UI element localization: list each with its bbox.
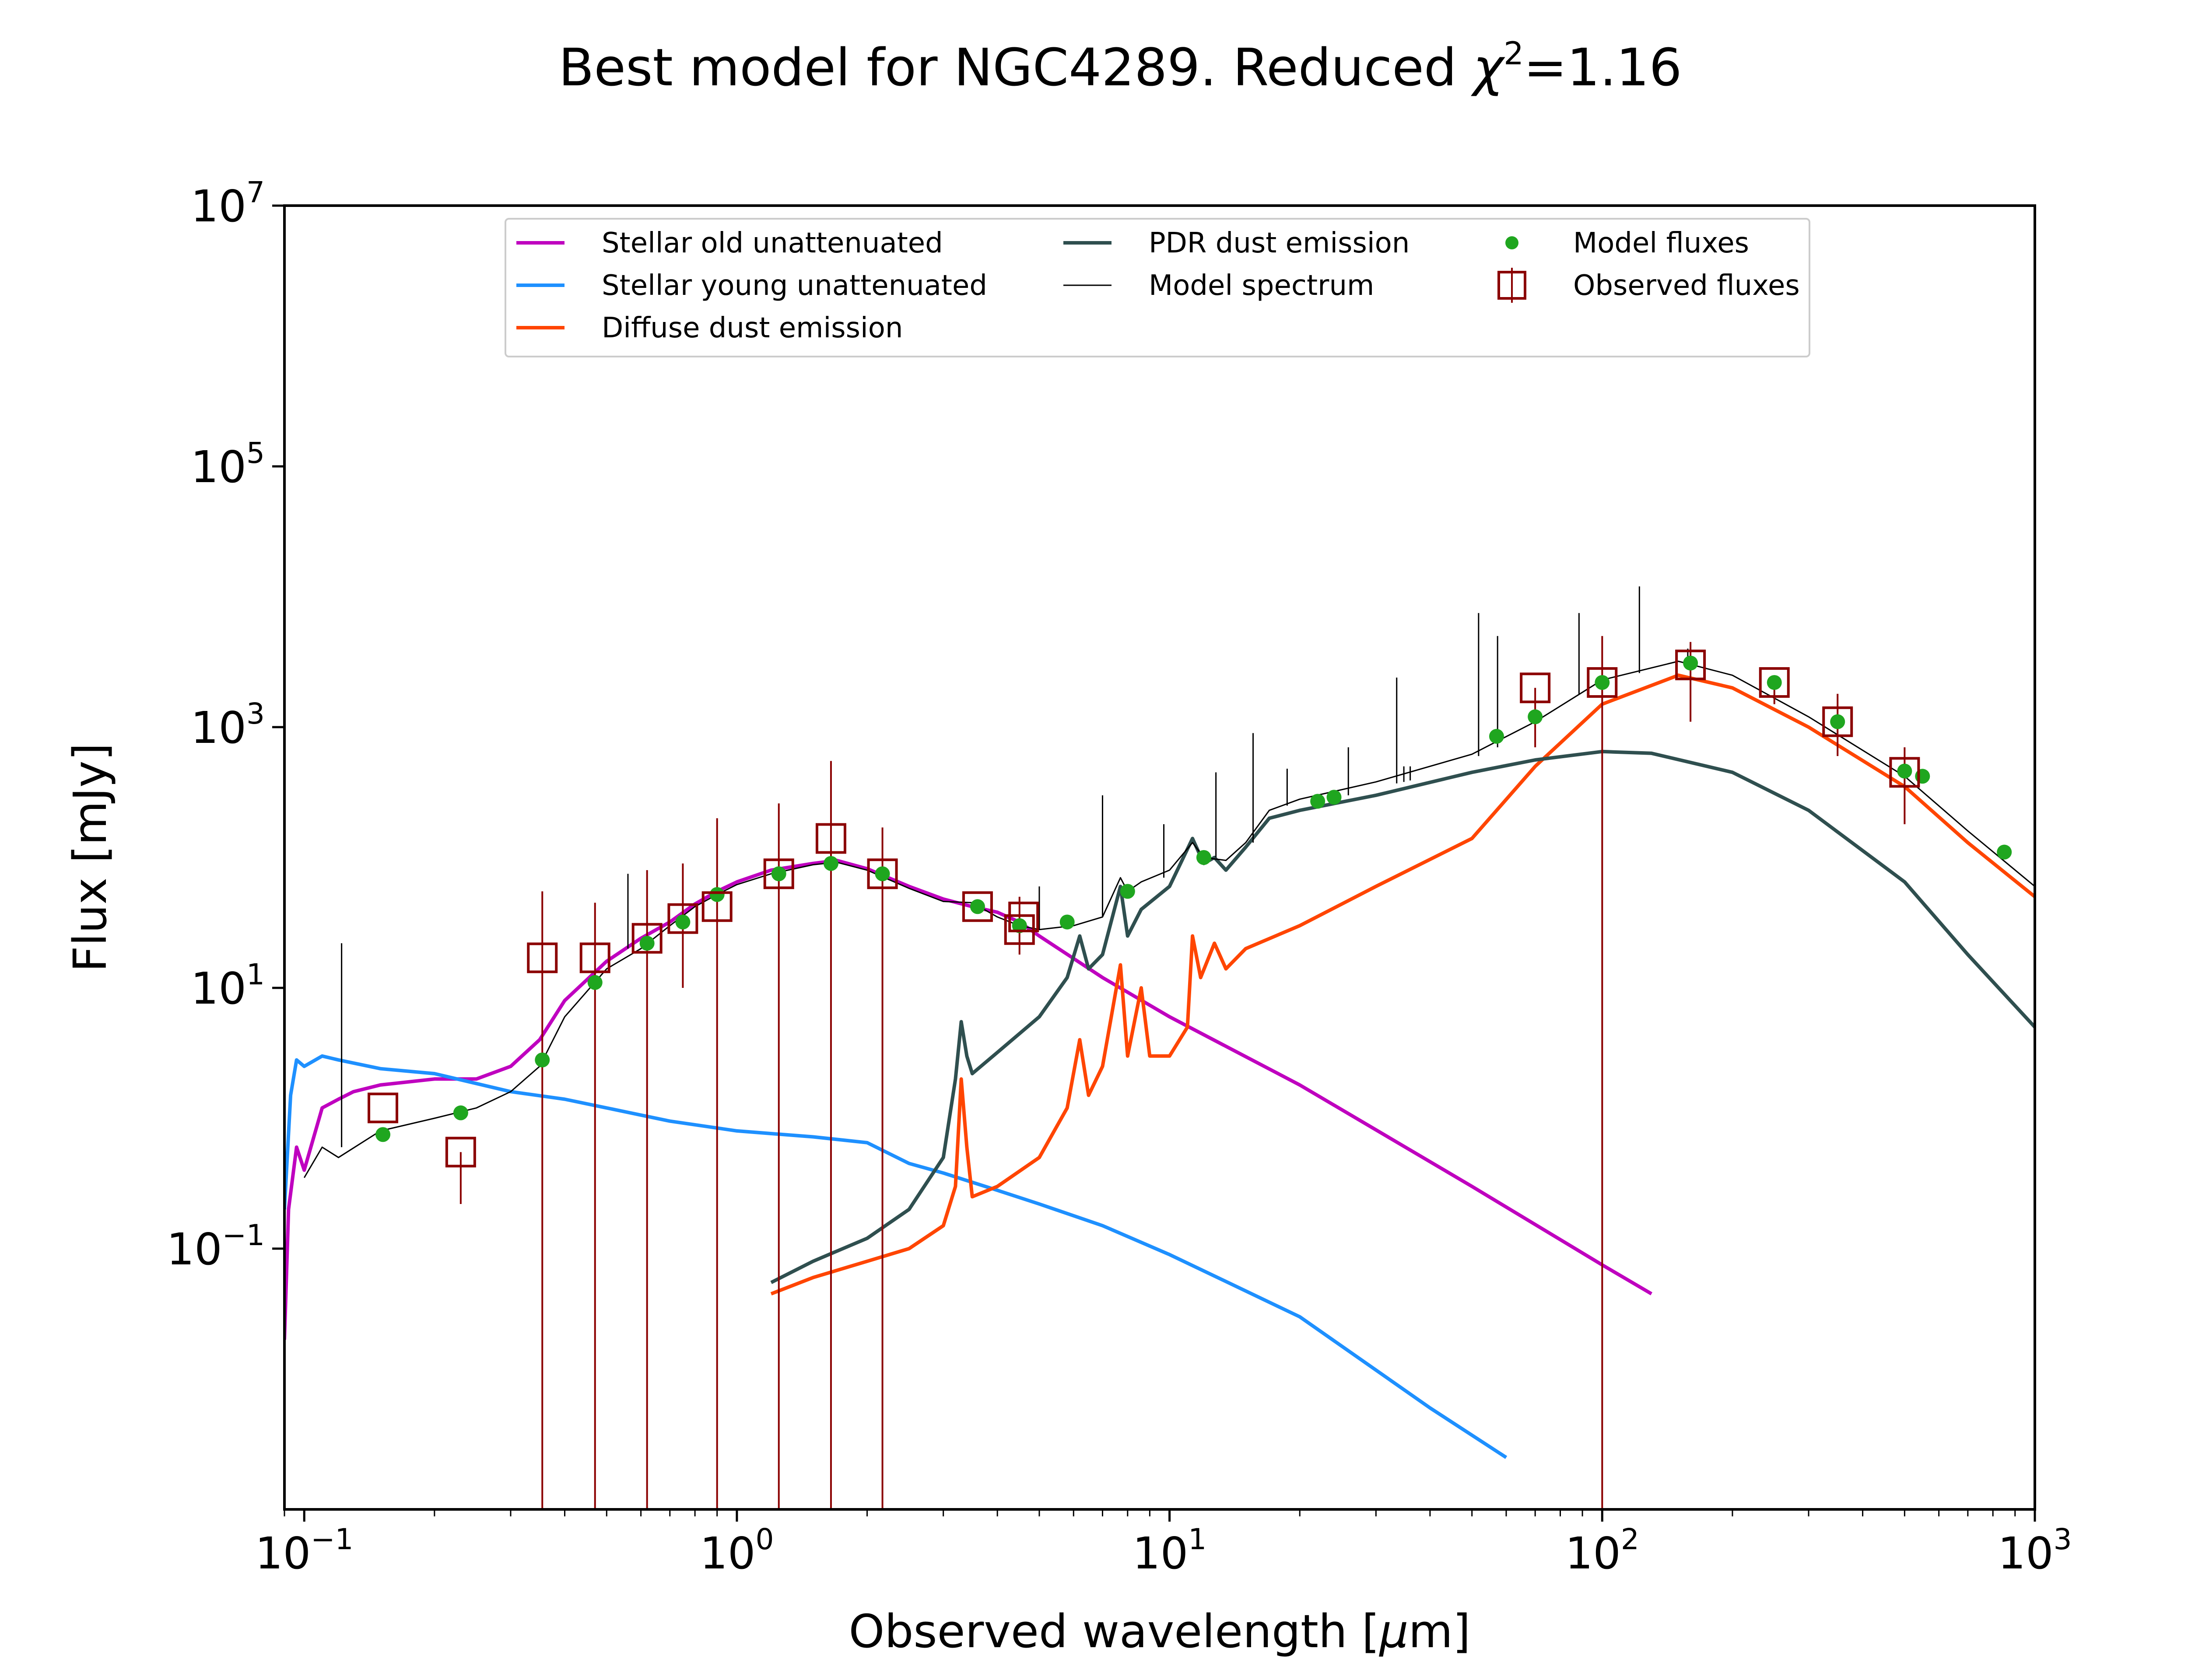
observed-flux-marker-6 [701,891,733,922]
y-tick-label: 101 [191,958,265,1014]
observed-flux-marker-14 [1587,667,1618,698]
x-axis-label: Observed wavelength [μm] [849,1605,1471,1658]
model-flux-point-17 [1489,729,1504,744]
x-tick-label: 100 [700,1522,774,1579]
legend-label-2: Diffuse dust emission [602,312,903,344]
model-flux-point-4 [639,935,655,951]
legend-frame [505,218,1810,357]
legend: Stellar old unattenuated Stellar young un… [505,218,1810,357]
x-tick-label: 102 [1565,1522,1639,1579]
observed-flux-marker-16 [1759,667,1790,698]
model-flux-point-23 [1897,763,1912,779]
model-flux-point-11 [1012,918,1027,933]
observed-flux-marker-9 [867,858,898,889]
model-flux-point-12 [1059,914,1075,930]
model-flux-point-2 [535,1052,550,1068]
model-flux-point-21 [1767,675,1782,690]
observed-flux-marker-10 [962,891,993,922]
observed-flux-marker-11 [1004,914,1035,945]
observed-flux-marker-15 [1675,649,1706,680]
y-tick-label: 10−1 [166,1218,265,1275]
model-flux-point-6 [709,887,725,902]
model-flux-point-20 [1683,655,1698,671]
legend-label-6: Observed fluxes [1573,270,1800,302]
model-flux-point-10 [970,899,985,914]
legend-swatch-5 [1505,236,1518,249]
x-tick-label: 101 [1133,1522,1206,1579]
model-flux-point-18 [1528,709,1543,724]
legend-label-1: Stellar young unattenuated [602,270,987,302]
observed-flux-marker-3 [579,942,610,973]
model-flux-point-3 [587,975,603,990]
observed-flux-marker-2 [527,942,558,973]
series-line-1 [284,1054,1508,1459]
observed-flux-marker-7 [763,858,794,889]
model-flux-point-13 [1120,884,1135,899]
observed-flux-marker-0 [368,1092,399,1124]
y-axis-label: Flux [mJy] [63,743,117,972]
model-flux-point-9 [875,866,890,882]
model-flux-point-25 [1997,844,2012,860]
observed-flux-marker-4 [631,923,663,954]
legend-label-5: Model fluxes [1573,227,1749,259]
x-tick-label: 103 [1998,1522,2072,1579]
model-flux-point-16 [1326,790,1342,805]
model-flux-point-14 [1196,850,1211,865]
observed-flux-marker-1 [445,1137,476,1168]
model-flux-point-15 [1310,794,1325,809]
observed-flux-marker-18 [1889,757,1920,788]
observed-flux-marker-17 [1822,706,1853,737]
model-flux-point-19 [1595,675,1610,690]
legend-label-0: Stellar old unattenuated [602,227,943,259]
errorbars-layer [459,636,1906,1509]
plot-frame [283,204,2036,1511]
legend-label-4: Model spectrum [1149,270,1374,302]
model-flux-point-7 [771,866,786,882]
observed-flux-marker-8 [815,823,846,854]
legend-label-3: PDR dust emission [1149,227,1410,259]
model-flux-point-5 [675,914,691,930]
observed-flux-marker-12 [1008,901,1039,932]
observed-flux-marker-5 [667,903,698,934]
y-tick-label: 107 [191,175,265,232]
x-tick-label: 10−1 [255,1522,354,1579]
chart-title: Best model for NGC4289. Reduced χ2=1.16 [558,35,1682,98]
series-line-3 [770,749,2035,1284]
model-flux-point-0 [375,1127,391,1142]
y-tick-label: 105 [191,436,265,493]
model-flux-point-22 [1830,714,1845,729]
markers-layer [368,649,2012,1168]
observed-flux-marker-13 [1520,672,1551,704]
model-flux-point-8 [823,856,838,871]
model-flux-point-1 [453,1105,468,1120]
y-tick-label: 103 [191,697,265,753]
axis-ticks: 10−1 100 101 102 103 10−1 101 103 105 107 [166,175,2072,1579]
